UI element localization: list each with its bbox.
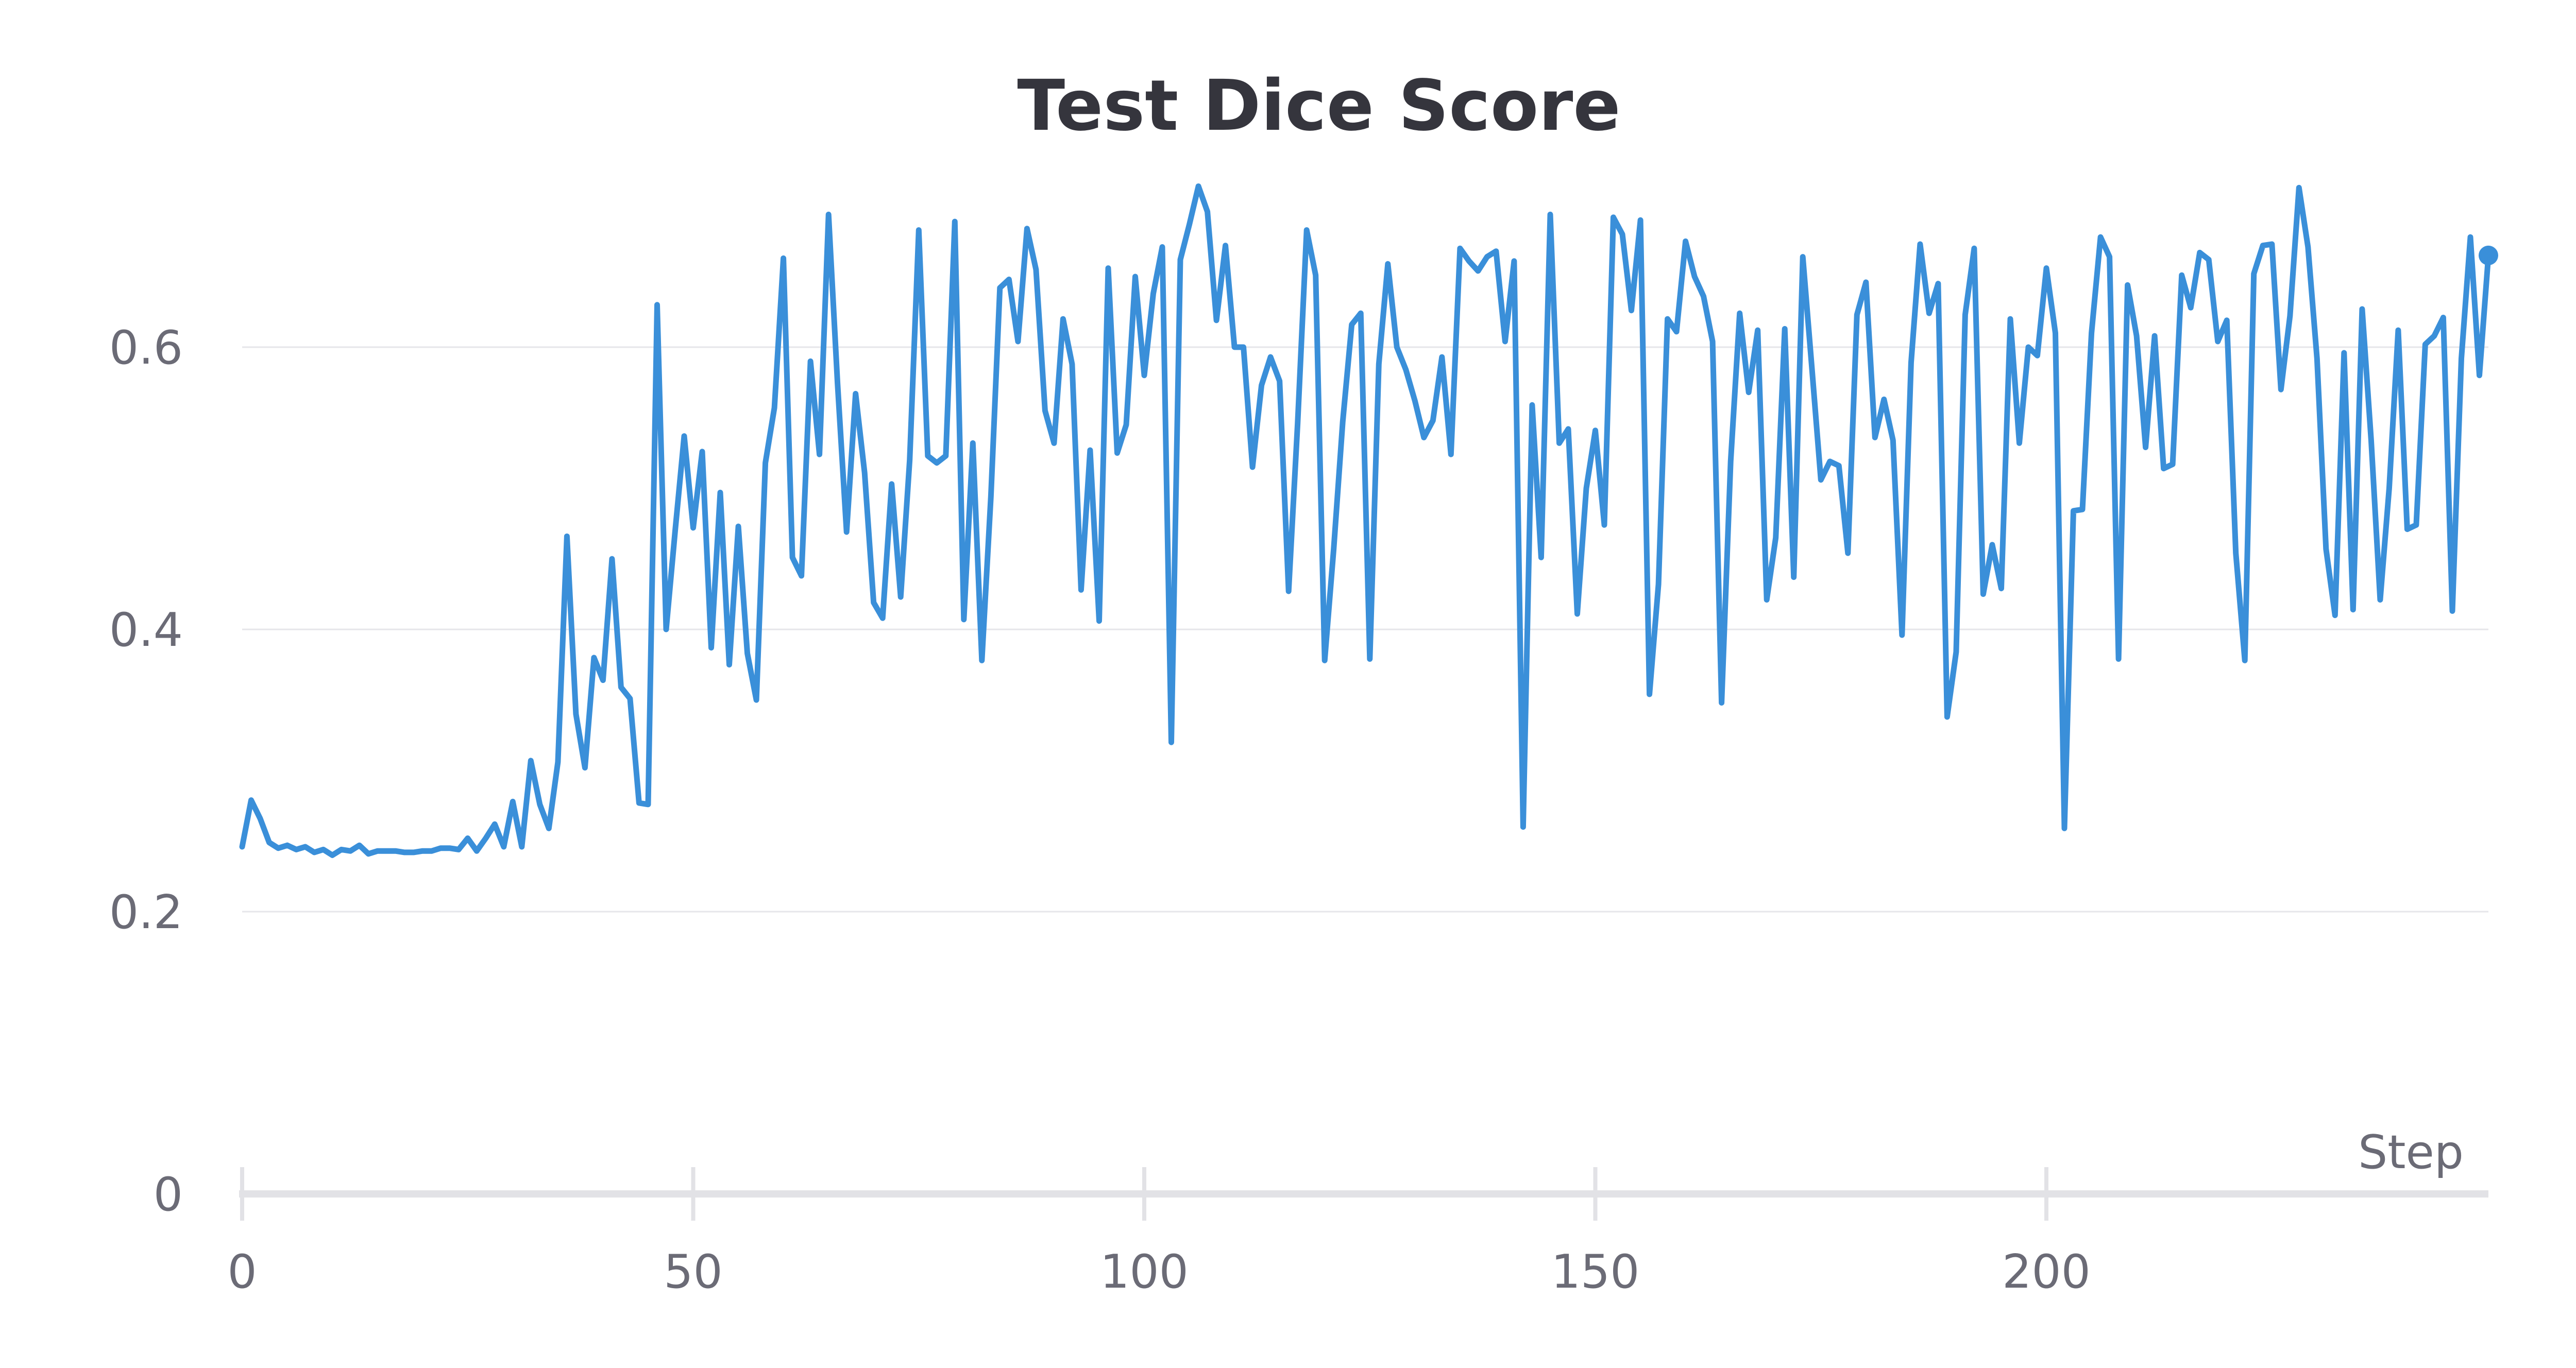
y-tick-label: 0.6 (109, 321, 183, 375)
x-axis-label: Step (2358, 1125, 2464, 1179)
tick-labels: 0 0.2 0.4 0.6 0 50 100 150 200 (109, 321, 2091, 1299)
last-data-point (2479, 245, 2498, 265)
series-layer (239, 183, 2498, 858)
x-tick-label: 50 (664, 1245, 723, 1299)
series-line (239, 183, 2492, 858)
x-tick-label: 200 (2002, 1245, 2091, 1299)
x-tick-label: 0 (227, 1245, 257, 1299)
x-tick-label: 150 (1551, 1245, 1640, 1299)
x-tick-label: 100 (1100, 1245, 1189, 1299)
y-tick-label: 0.2 (109, 885, 183, 939)
y-tick-label: 0.4 (109, 603, 183, 657)
x-axis (239, 1167, 2488, 1221)
chart-title: Test Dice Score (1017, 65, 1620, 147)
y-tick-label: 0 (154, 1168, 183, 1222)
